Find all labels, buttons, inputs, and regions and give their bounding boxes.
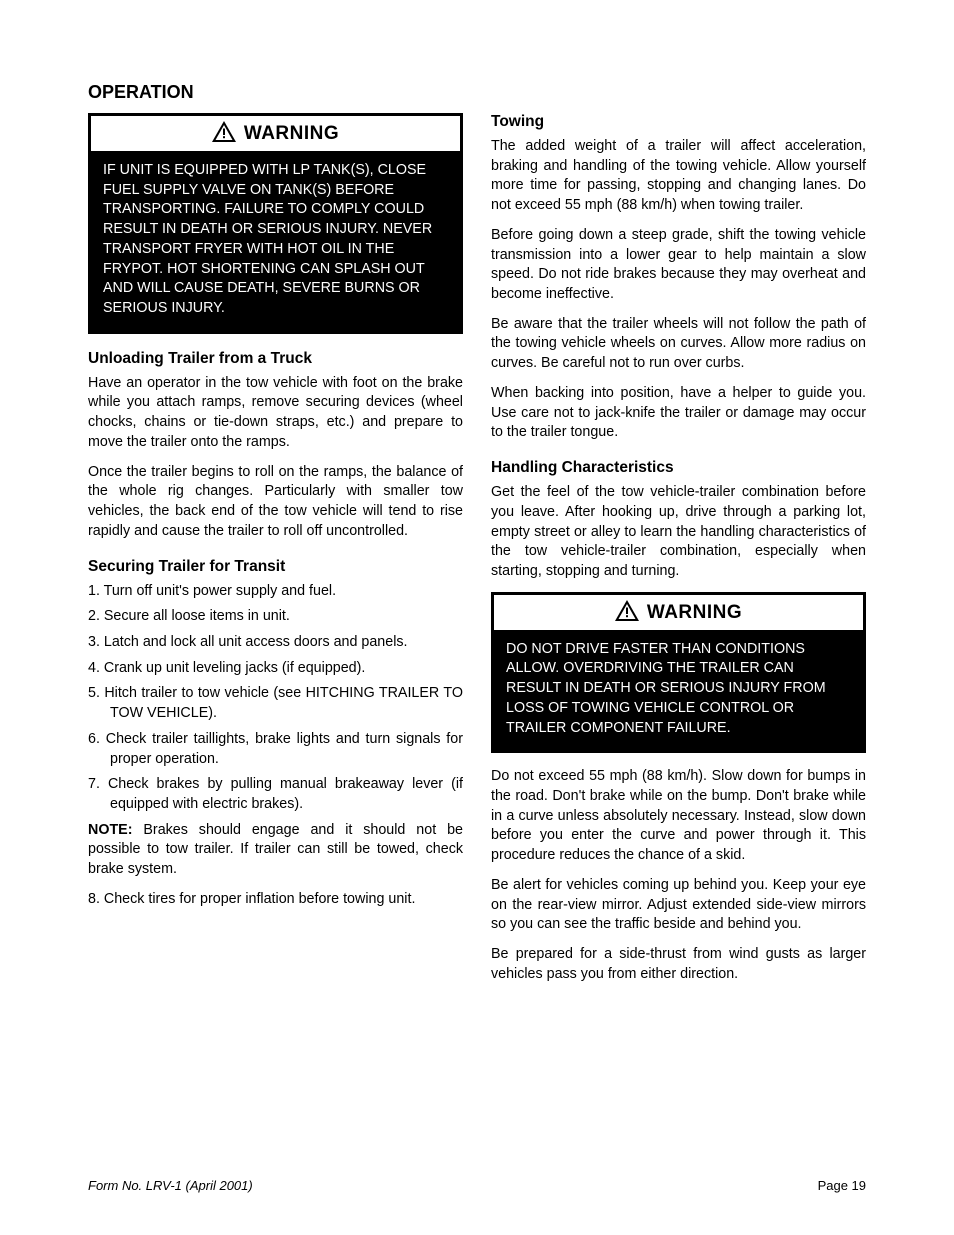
step-8: 8. Check tires for proper inflation befo… — [88, 890, 463, 910]
step-6: 6. Check trailer taillights, brake light… — [88, 730, 463, 769]
warning-body-1: IF UNIT IS EQUIPPED WITH LP TANK(S), CLO… — [91, 151, 460, 331]
para-towing-4: When backing into position, have a helpe… — [491, 384, 866, 443]
step-3: 3. Latch and lock all unit access doors … — [88, 633, 463, 653]
warning-header-2: WARNING — [494, 595, 863, 630]
step-7: 7. Check brakes by pulling manual brakea… — [88, 775, 463, 814]
warning-triangle-icon — [212, 121, 236, 147]
para-handling-2: Do not exceed 55 mph (88 km/h). Slow dow… — [491, 767, 866, 866]
page-footer: Form No. LRV-1 (April 2001) Page 19 — [88, 1178, 866, 1193]
para-handling-3: Be alert for vehicles coming up behind y… — [491, 876, 866, 935]
note-label: NOTE: — [88, 822, 132, 838]
footer-page-no: Page 19 — [818, 1178, 866, 1193]
note-block: NOTE: Brakes should engage and it should… — [88, 821, 463, 880]
warning-header-1: WARNING — [91, 116, 460, 151]
subhead-unloading: Unloading Trailer from a Truck — [88, 350, 463, 368]
para-towing-2: Before going down a steep grade, shift t… — [491, 226, 866, 305]
warning-label-2: WARNING — [647, 602, 742, 624]
subhead-securing: Securing Trailer for Transit — [88, 558, 463, 576]
subhead-towing: Towing — [491, 113, 866, 131]
warning-box-2: WARNING DO NOT DRIVE FASTER THAN CONDITI… — [491, 592, 866, 754]
para-unload-2: Once the trailer begins to roll on the r… — [88, 463, 463, 542]
warning-triangle-icon — [615, 600, 639, 626]
subhead-handling: Handling Characteristics — [491, 459, 866, 477]
para-handling-1: Get the feel of the tow vehicle-trailer … — [491, 483, 866, 582]
para-unload-1: Have an operator in the tow vehicle with… — [88, 374, 463, 453]
left-column: WARNING IF UNIT IS EQUIPPED WITH LP TANK… — [88, 113, 463, 994]
warning-box-1: WARNING IF UNIT IS EQUIPPED WITH LP TANK… — [88, 113, 463, 334]
step-2: 2. Secure all loose items in unit. — [88, 607, 463, 627]
footer-form-no: Form No. LRV-1 (April 2001) — [88, 1178, 253, 1193]
warning-body-2: DO NOT DRIVE FASTER THAN CONDITIONS ALLO… — [494, 630, 863, 751]
two-column-layout: WARNING IF UNIT IS EQUIPPED WITH LP TANK… — [88, 113, 866, 994]
note-body: Brakes should engage and it should not b… — [88, 822, 463, 877]
para-handling-4: Be prepared for a side-thrust from wind … — [491, 945, 866, 984]
para-towing-3: Be aware that the trailer wheels will no… — [491, 315, 866, 374]
step-1: 1. Turn off unit's power supply and fuel… — [88, 582, 463, 602]
page-title: OPERATION — [88, 82, 866, 103]
para-towing-1: The added weight of a trailer will affec… — [491, 137, 866, 216]
warning-label-1: WARNING — [244, 123, 339, 145]
right-column: Towing The added weight of a trailer wil… — [491, 113, 866, 994]
step-4: 4. Crank up unit leveling jacks (if equi… — [88, 659, 463, 679]
step-5: 5. Hitch trailer to tow vehicle (see HIT… — [88, 684, 463, 723]
